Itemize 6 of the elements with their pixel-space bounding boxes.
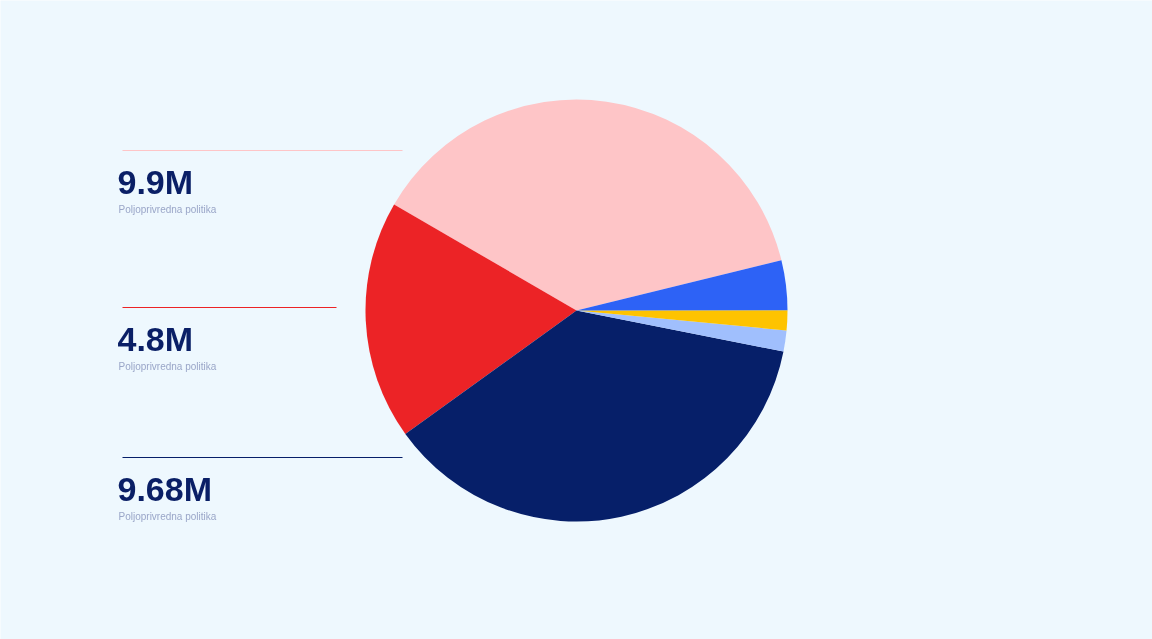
slice-label: Poljoprivredna politika bbox=[118, 203, 217, 215]
slice-label: Poljoprivredna politika bbox=[118, 510, 217, 522]
data-label: 4.8M bbox=[117, 319, 194, 358]
data-label: 9.9M bbox=[117, 162, 194, 201]
data-label: 9.68M bbox=[117, 469, 212, 508]
slice-label: Poljoprivredna politika bbox=[118, 360, 217, 372]
